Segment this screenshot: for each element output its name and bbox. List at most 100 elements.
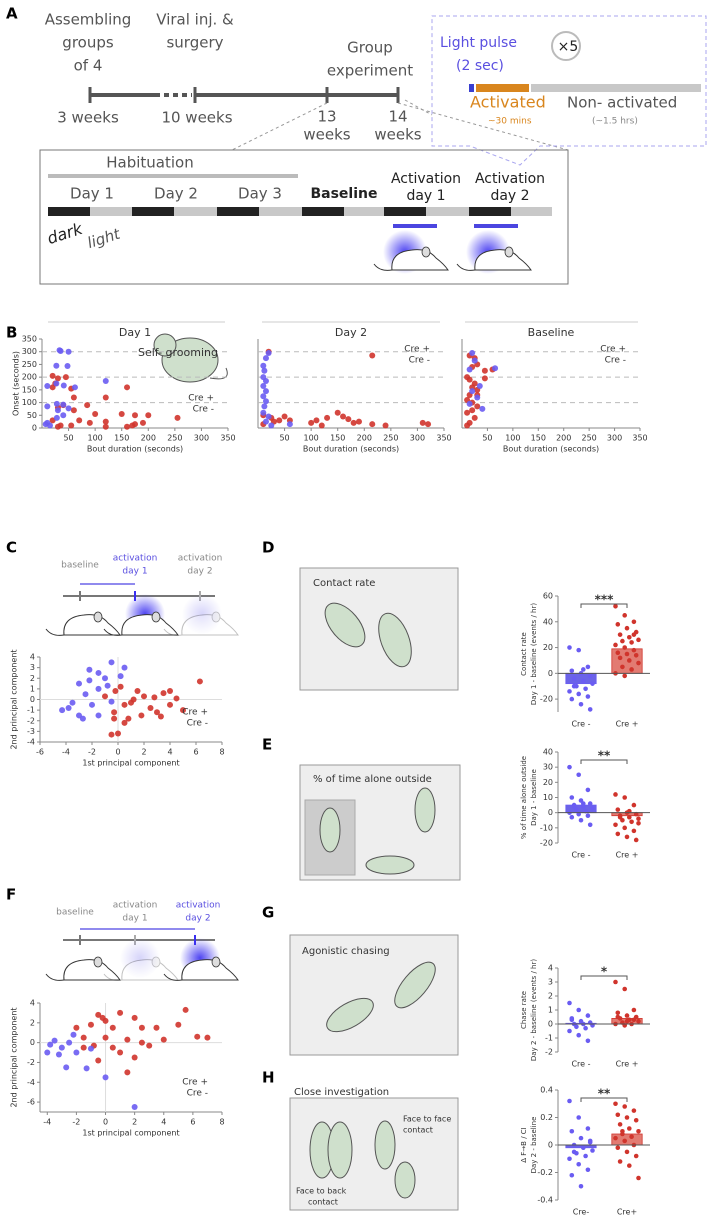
y-tick-label: 350 — [22, 335, 37, 344]
x-tick-label: 0 — [103, 1118, 108, 1127]
activated-bar — [476, 84, 529, 92]
mouse-icon — [45, 956, 121, 981]
chart-title: Day 1 — [119, 326, 151, 339]
point — [118, 411, 125, 418]
y-tick-label: 150 — [22, 385, 37, 394]
point — [631, 647, 637, 653]
y-tick-label: -3 — [27, 727, 35, 736]
annotation: Face to back — [296, 1187, 347, 1196]
point — [622, 645, 627, 650]
point — [265, 349, 272, 356]
stage-label: activation — [113, 554, 158, 564]
point — [613, 822, 618, 828]
stage-label: activation — [176, 901, 221, 911]
dark-bar — [384, 207, 426, 216]
point — [76, 680, 82, 687]
pulse-label: (2 sec) — [456, 58, 504, 74]
point — [44, 1049, 51, 1056]
point — [53, 400, 60, 407]
point — [58, 1044, 65, 1051]
point — [464, 422, 471, 429]
x-tick-label: 8 — [219, 748, 224, 757]
y-tick-label: -0.4 — [537, 1196, 553, 1205]
point — [585, 1038, 591, 1044]
point — [578, 817, 584, 823]
point — [576, 1115, 581, 1120]
point — [615, 650, 621, 656]
point — [87, 1045, 94, 1052]
x-tick-label: 250 — [167, 434, 182, 443]
point — [167, 701, 173, 708]
y-tick-label: 0 — [548, 1141, 553, 1150]
timeline: Assembling groups of 4 Viral inj. & surg… — [45, 11, 569, 151]
panel-label: F — [6, 886, 16, 904]
dark-bar — [469, 207, 511, 216]
point — [194, 1033, 201, 1040]
day-label: Day 3 — [238, 185, 282, 203]
x-tick-label: Cre + — [616, 720, 639, 729]
y-tick-label: 10 — [543, 793, 553, 802]
point — [576, 647, 581, 653]
point — [121, 701, 128, 708]
stage-label: day 2 — [187, 567, 212, 577]
significance-bracket — [580, 759, 628, 764]
significance-bracket — [580, 603, 628, 608]
y-tick-label: -1 — [545, 1034, 553, 1043]
point — [167, 688, 173, 694]
experiment-box: Habituation Day 1 Day 2 Day 3 Baseline A… — [39, 149, 569, 285]
point — [117, 673, 124, 680]
point — [627, 634, 632, 640]
illustration-e: % of time alone outside — [299, 764, 461, 881]
mouse-icon — [45, 611, 121, 636]
point — [583, 1025, 588, 1031]
point — [54, 375, 61, 382]
point — [345, 416, 352, 423]
annotation: contact — [308, 1198, 338, 1207]
x-tick-label: 250 — [582, 434, 597, 443]
point — [587, 673, 593, 679]
point — [581, 801, 586, 806]
point — [131, 1054, 138, 1061]
point — [260, 409, 267, 416]
point — [130, 696, 137, 703]
point — [102, 1074, 109, 1081]
point — [175, 1021, 182, 1028]
day-label: Activation — [475, 171, 545, 187]
point — [262, 377, 269, 384]
point — [134, 688, 141, 694]
point — [47, 1041, 54, 1048]
point — [102, 423, 109, 430]
point — [260, 383, 267, 390]
x-tick-label: 4 — [167, 748, 172, 757]
mouse — [414, 787, 436, 833]
point — [620, 664, 625, 670]
point — [481, 367, 488, 374]
point — [471, 414, 478, 421]
point — [629, 1134, 634, 1140]
point — [382, 422, 389, 429]
x-tick-label: 50 — [279, 434, 289, 443]
point — [578, 701, 584, 707]
repeat-icon — [551, 31, 581, 61]
dashed-box — [431, 15, 707, 166]
x-tick-label: -6 — [36, 748, 44, 757]
point — [174, 414, 181, 421]
point — [567, 1028, 572, 1034]
non-activated-bar — [531, 84, 701, 92]
point — [636, 816, 641, 822]
point — [631, 1007, 637, 1013]
non-activated-time: (~1.5 hrs) — [592, 117, 638, 127]
y-tick-label: 60 — [543, 592, 553, 601]
x-tick-label: 350 — [632, 434, 647, 443]
illustration-title: Contact rate — [313, 578, 375, 589]
point — [590, 805, 595, 811]
y-tick-label: 1 — [30, 684, 35, 693]
point — [590, 1148, 595, 1153]
point — [124, 1069, 131, 1076]
point — [350, 419, 357, 426]
dark-bar — [48, 207, 90, 216]
point — [262, 418, 269, 425]
point — [111, 715, 118, 722]
point — [613, 1101, 618, 1107]
y-tick-label: 0 — [548, 1020, 553, 1029]
